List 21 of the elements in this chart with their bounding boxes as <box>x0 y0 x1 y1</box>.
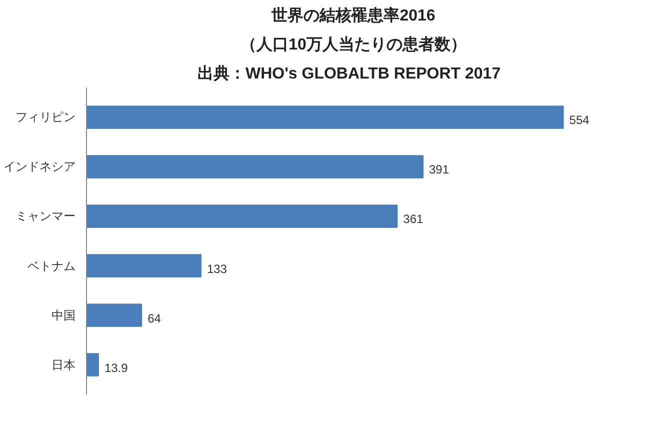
source-note: 出典：WHO's GLOBALTB REPORT 2017 <box>198 64 501 82</box>
bar <box>86 155 424 178</box>
data-label: 13.9 <box>104 360 128 375</box>
y-tick-label: フィリピン <box>16 110 76 124</box>
y-tick-label: 日本 <box>52 358 76 372</box>
bar <box>86 304 142 327</box>
bar <box>86 106 564 129</box>
y-tick-label: インドネシア <box>4 160 76 174</box>
chart-title: 世界の結核罹患率2016 <box>270 6 436 24</box>
data-label: 64 <box>148 311 162 326</box>
bar <box>86 204 398 228</box>
data-label: 361 <box>403 212 424 226</box>
data-label: 133 <box>206 262 228 276</box>
data-label: 554 <box>569 113 590 128</box>
bar <box>86 254 202 278</box>
chart-subtitle: （人口10万人当たりの患者数） <box>240 36 466 54</box>
y-tick-label: ミャンマー <box>16 209 76 224</box>
y-tick-label: 中国 <box>52 308 76 322</box>
bar <box>86 353 99 376</box>
y-tick-label: ベトナム <box>28 258 76 273</box>
data-label: 391 <box>429 162 450 177</box>
